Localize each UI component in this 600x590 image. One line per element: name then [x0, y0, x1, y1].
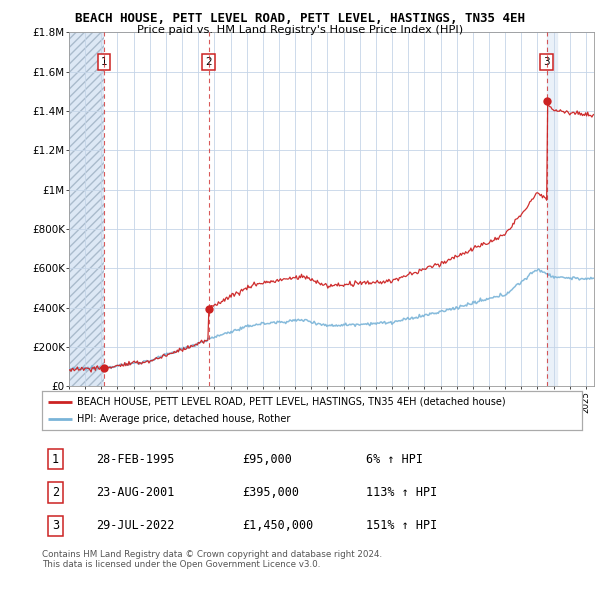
Text: 151% ↑ HPI: 151% ↑ HPI: [366, 519, 437, 532]
Text: 2: 2: [52, 486, 59, 499]
Text: 1: 1: [101, 57, 107, 67]
Text: BEACH HOUSE, PETT LEVEL ROAD, PETT LEVEL, HASTINGS, TN35 4EH (detached house): BEACH HOUSE, PETT LEVEL ROAD, PETT LEVEL…: [77, 397, 506, 407]
Text: 23-AUG-2001: 23-AUG-2001: [96, 486, 175, 499]
Text: 3: 3: [544, 57, 550, 67]
Text: £1,450,000: £1,450,000: [242, 519, 313, 532]
Text: 29-JUL-2022: 29-JUL-2022: [96, 519, 175, 532]
Bar: [547, 32, 557, 386]
Text: £395,000: £395,000: [242, 486, 299, 499]
Polygon shape: [69, 32, 104, 386]
Text: HPI: Average price, detached house, Rother: HPI: Average price, detached house, Roth…: [77, 414, 290, 424]
Text: 6% ↑ HPI: 6% ↑ HPI: [366, 453, 423, 466]
Text: 1: 1: [52, 453, 59, 466]
Text: Price paid vs. HM Land Registry's House Price Index (HPI): Price paid vs. HM Land Registry's House …: [137, 25, 463, 35]
Text: BEACH HOUSE, PETT LEVEL ROAD, PETT LEVEL, HASTINGS, TN35 4EH: BEACH HOUSE, PETT LEVEL ROAD, PETT LEVEL…: [75, 12, 525, 25]
Text: £95,000: £95,000: [242, 453, 292, 466]
Text: Contains HM Land Registry data © Crown copyright and database right 2024.
This d: Contains HM Land Registry data © Crown c…: [42, 550, 382, 569]
Text: 2: 2: [205, 57, 212, 67]
Text: 28-FEB-1995: 28-FEB-1995: [96, 453, 175, 466]
Text: 3: 3: [52, 519, 59, 532]
Text: 113% ↑ HPI: 113% ↑ HPI: [366, 486, 437, 499]
